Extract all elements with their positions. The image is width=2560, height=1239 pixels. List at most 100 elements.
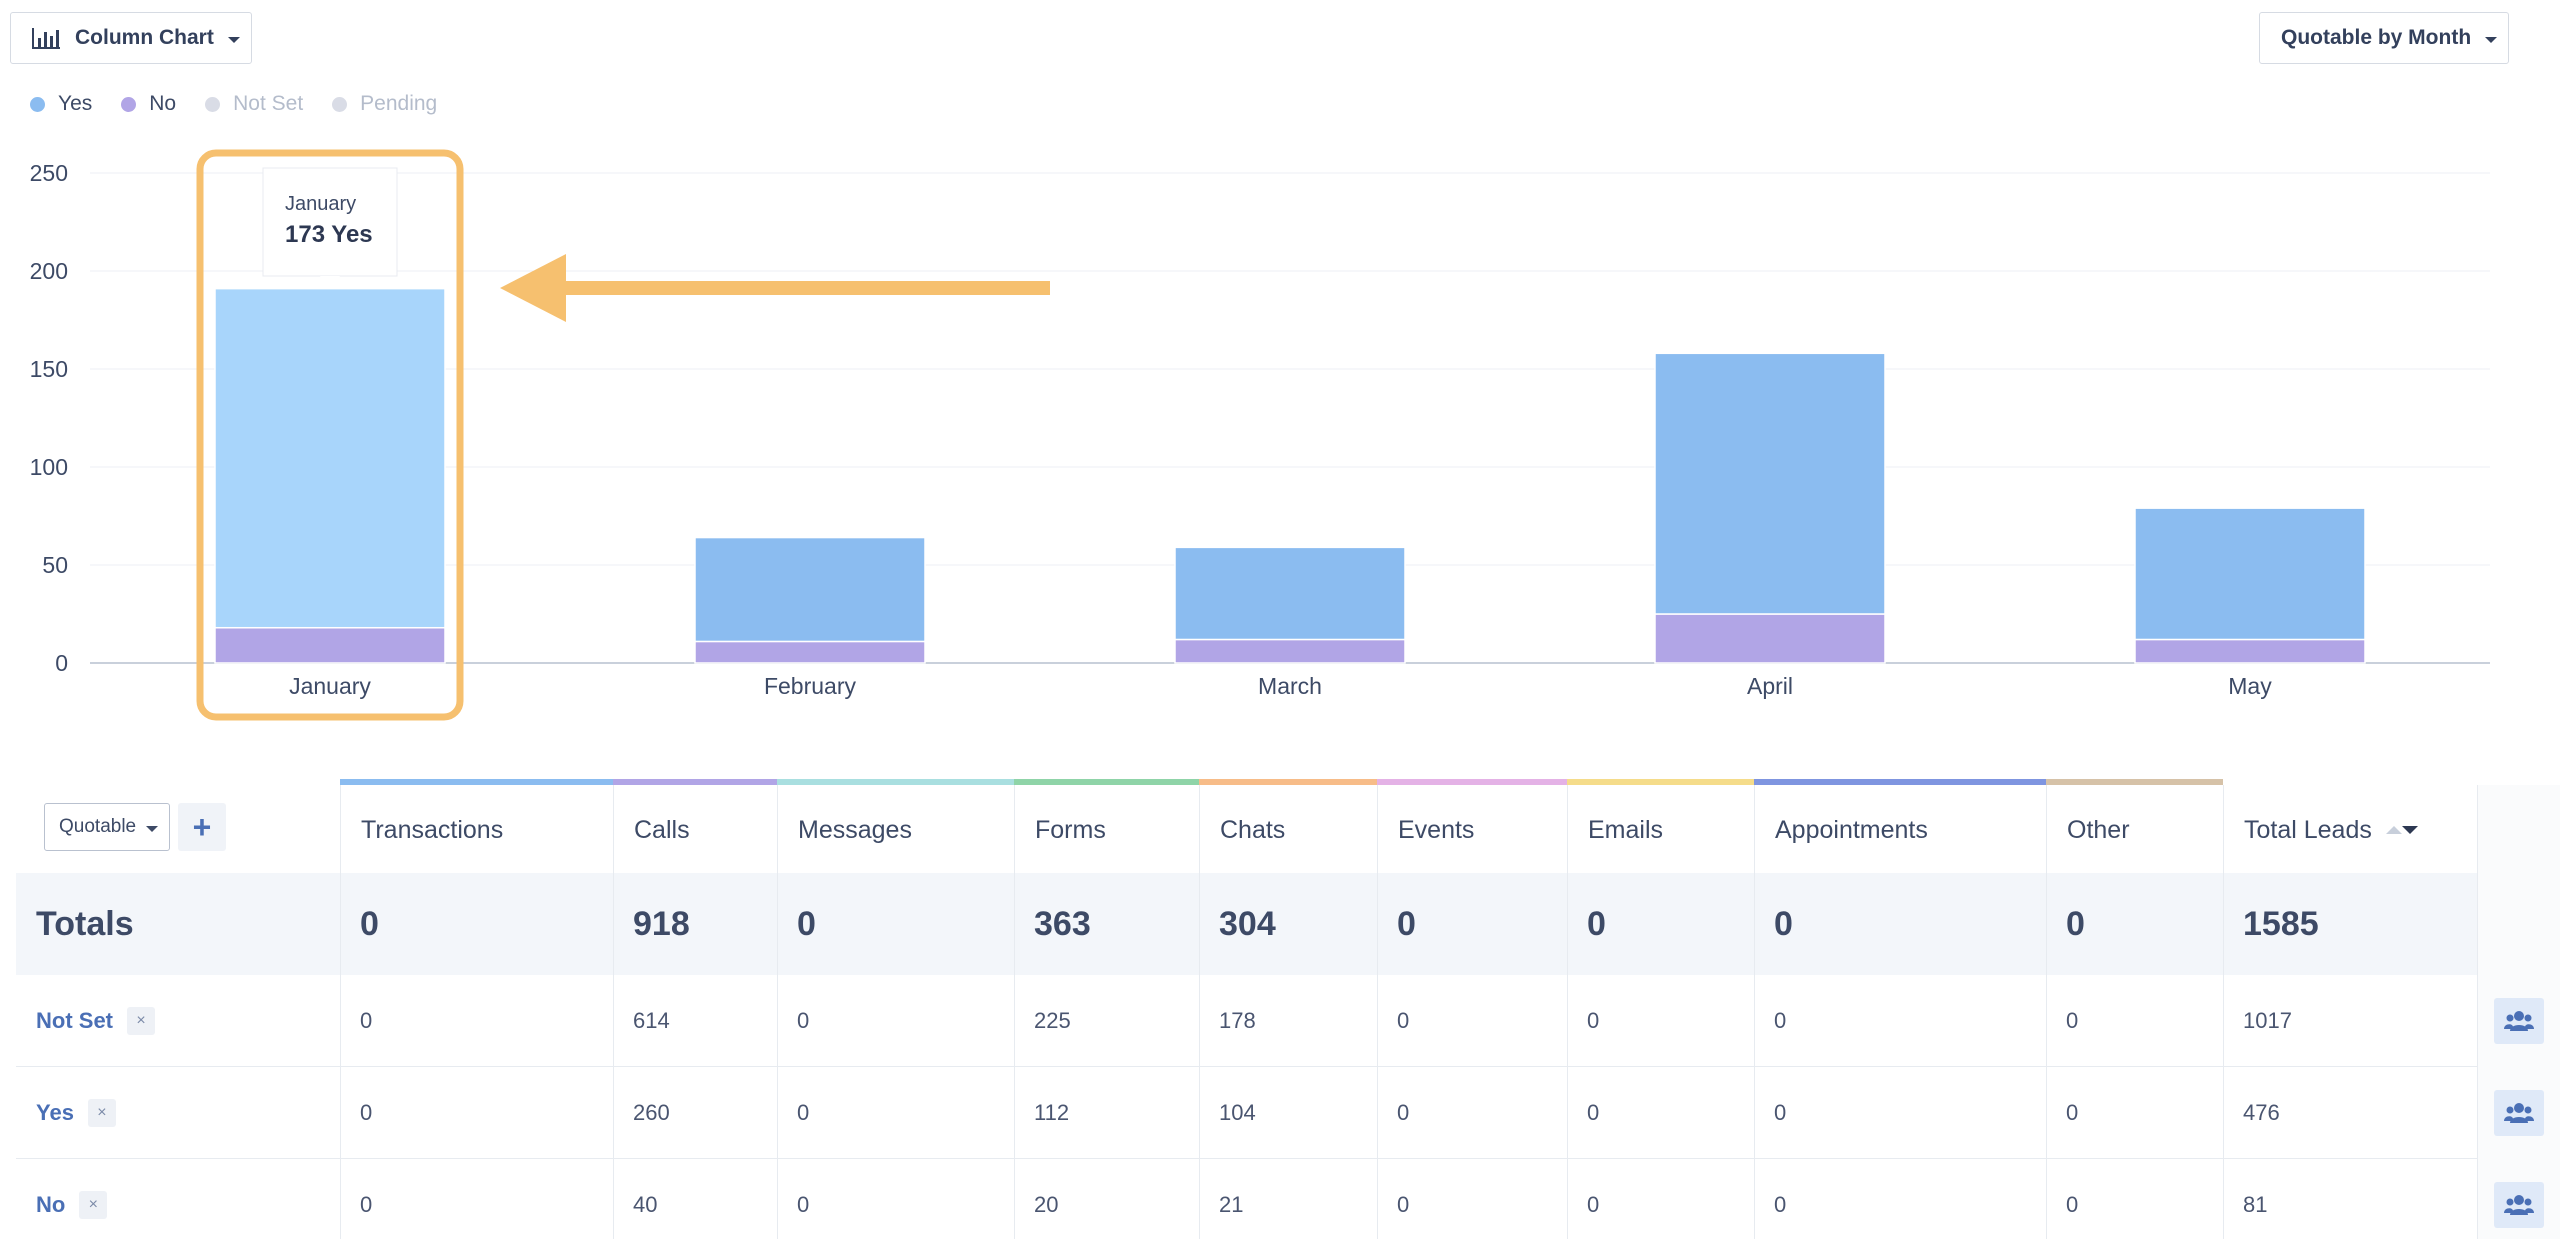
chart-legend: Yes No Not Set Pending bbox=[30, 92, 466, 116]
totals-cell: 0 bbox=[1774, 904, 1793, 943]
column-header-transactions[interactable]: Transactions bbox=[340, 785, 613, 875]
quotable-select[interactable]: Quotable bbox=[44, 803, 170, 851]
y-tick-label: 250 bbox=[30, 160, 68, 186]
table-cell: 0 bbox=[1587, 1192, 1600, 1217]
report-type-label: Quotable by Month bbox=[2281, 26, 2472, 49]
row-label-cell: No × bbox=[36, 1159, 108, 1239]
column-header-total-leads[interactable]: Total Leads bbox=[2223, 785, 2477, 875]
bar-yes-may bbox=[2134, 507, 2366, 641]
column-color-bar bbox=[1567, 779, 1754, 785]
row-label[interactable]: Not Set bbox=[36, 1008, 113, 1033]
totals-cell: 0 bbox=[360, 904, 379, 943]
x-axis: January February March April May bbox=[289, 673, 2272, 699]
column-header-chats[interactable]: Chats bbox=[1199, 785, 1377, 875]
highlight-box bbox=[196, 149, 464, 721]
chart-bars bbox=[214, 287, 2366, 664]
column-header-calls[interactable]: Calls bbox=[613, 785, 777, 875]
legend-item-yes[interactable]: Yes bbox=[30, 92, 92, 116]
users-icon bbox=[2504, 1195, 2534, 1215]
column-divider bbox=[1754, 785, 1755, 1239]
bar-no-march bbox=[1174, 638, 1406, 664]
bar-no-january bbox=[214, 626, 446, 664]
column-header-forms[interactable]: Forms bbox=[1014, 785, 1199, 875]
table-cell: 0 bbox=[1774, 1100, 1787, 1125]
column-header-label: Events bbox=[1398, 815, 1475, 844]
table-cell: 112 bbox=[1034, 1100, 1070, 1125]
remove-row-button[interactable]: × bbox=[127, 1007, 155, 1035]
tooltip-pointer bbox=[320, 276, 340, 286]
chevron-down-icon bbox=[2485, 36, 2498, 43]
legend-dot bbox=[332, 96, 348, 112]
column-chart: 0 50 100 150 200 250 January February March Apri… bbox=[30, 149, 2490, 721]
column-header-emails[interactable]: Emails bbox=[1567, 785, 1754, 875]
table-cell: 0 bbox=[360, 1192, 373, 1217]
y-tick-label: 100 bbox=[30, 454, 68, 480]
table-cell: 20 bbox=[1034, 1192, 1059, 1217]
row-label[interactable]: No bbox=[36, 1192, 66, 1217]
row-actions-column bbox=[2477, 785, 2560, 1239]
table-row: Not Set × 0 614 0 225 178 0 0 0 0 1017 bbox=[16, 975, 2477, 1067]
tooltip-value: 173 Yes bbox=[285, 221, 373, 248]
table-cell: 614 bbox=[633, 1008, 670, 1033]
table-cell: 225 bbox=[1034, 1008, 1071, 1033]
column-divider bbox=[1567, 785, 1568, 1239]
legend-label: Pending bbox=[360, 92, 438, 115]
legend-item-no[interactable]: No bbox=[121, 92, 176, 116]
sort-icon[interactable] bbox=[2384, 822, 2418, 838]
view-leads-button[interactable] bbox=[2494, 1182, 2544, 1228]
remove-row-button[interactable]: × bbox=[79, 1191, 108, 1219]
legend-item-pending[interactable]: Pending bbox=[332, 92, 437, 116]
table-cell: 0 bbox=[1774, 1008, 1787, 1033]
row-label[interactable]: Yes bbox=[36, 1100, 74, 1125]
table-cell: 0 bbox=[2066, 1192, 2079, 1217]
table-cell: 21 bbox=[1219, 1192, 1244, 1217]
table-cell: 0 bbox=[1397, 1192, 1410, 1217]
table-cell: 0 bbox=[797, 1100, 810, 1125]
bar-no-may bbox=[2134, 638, 2366, 664]
x-tick-label: May bbox=[2228, 673, 2272, 699]
table-cell: 0 bbox=[360, 1100, 373, 1125]
view-leads-button[interactable] bbox=[2494, 998, 2544, 1044]
table-cell: 0 bbox=[1397, 1008, 1410, 1033]
view-leads-button[interactable] bbox=[2494, 1090, 2544, 1136]
totals-cell: 0 bbox=[1587, 904, 1606, 943]
column-divider bbox=[777, 785, 778, 1239]
column-header-appointments[interactable]: Appointments bbox=[1754, 785, 2046, 875]
column-color-bar bbox=[777, 779, 1014, 785]
column-header-events[interactable]: Events bbox=[1377, 785, 1567, 875]
column-header-label: Other bbox=[2067, 815, 2130, 844]
quotable-select-value: Quotable bbox=[59, 816, 137, 837]
table-cell: 0 bbox=[1587, 1008, 1600, 1033]
remove-row-button[interactable]: × bbox=[87, 1099, 116, 1127]
column-header-other[interactable]: Other bbox=[2046, 785, 2223, 875]
column-color-bar bbox=[1199, 779, 1377, 785]
y-axis: 0 50 100 150 200 250 bbox=[30, 160, 68, 676]
bar-yes-april bbox=[1654, 352, 1886, 615]
report-type-dropdown[interactable]: Quotable by Month bbox=[2259, 12, 2509, 64]
chart-type-label: Column Chart bbox=[75, 26, 214, 49]
tooltip-box bbox=[262, 167, 398, 277]
totals-cell: 1585 bbox=[2243, 904, 2319, 943]
legend-dot bbox=[205, 96, 221, 112]
y-tick-label: 50 bbox=[42, 552, 68, 578]
totals-cell: 363 bbox=[1034, 904, 1091, 943]
chart-overlay: January 173 Yes bbox=[196, 149, 1050, 721]
column-header-messages[interactable]: Messages bbox=[777, 785, 1014, 875]
column-divider bbox=[1014, 785, 1015, 1239]
column-color-bar bbox=[1014, 779, 1199, 785]
table-cell: 0 bbox=[1587, 1100, 1600, 1125]
column-divider bbox=[340, 785, 341, 1239]
column-header-label: Appointments bbox=[1775, 815, 1928, 844]
column-header-label: Emails bbox=[1588, 815, 1664, 844]
table-cell: 260 bbox=[633, 1100, 670, 1125]
chart-type-dropdown[interactable]: Column Chart bbox=[10, 12, 252, 64]
column-color-bar bbox=[2046, 779, 2223, 785]
add-row-button[interactable]: + bbox=[178, 803, 226, 851]
chevron-down-icon bbox=[227, 36, 240, 43]
leads-table: Quotable + Transactions Calls Messages Form… bbox=[16, 779, 2560, 1239]
column-header-label: Calls bbox=[634, 815, 690, 844]
x-tick-label: April bbox=[1747, 673, 1793, 699]
legend-dot bbox=[121, 96, 137, 112]
legend-item-not-set[interactable]: Not Set bbox=[205, 92, 303, 116]
table-cell: 0 bbox=[2066, 1008, 2079, 1033]
